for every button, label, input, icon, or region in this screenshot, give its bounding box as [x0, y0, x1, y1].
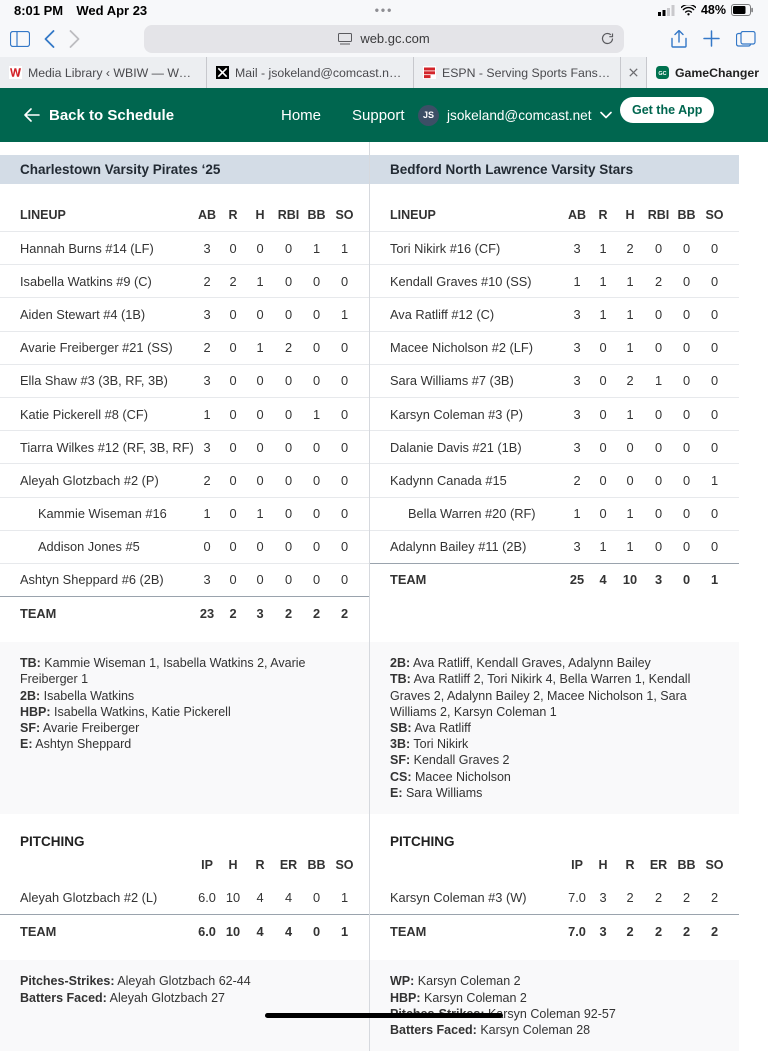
svg-text:GC: GC: [658, 71, 666, 77]
